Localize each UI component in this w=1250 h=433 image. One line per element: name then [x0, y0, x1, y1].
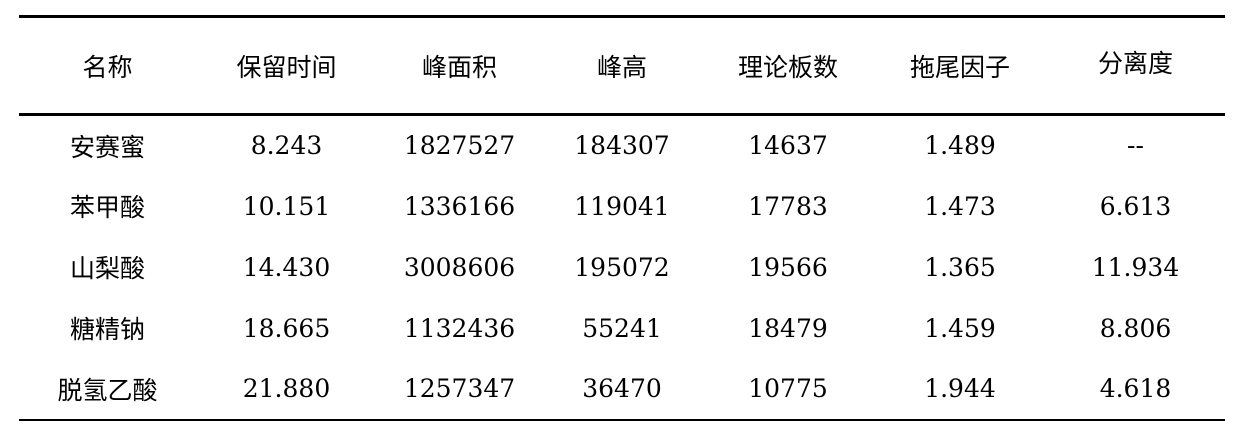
- header-tailing-factor: 拖尾因子: [874, 15, 1046, 116]
- cell-retention-time: 10.151: [242, 191, 331, 221]
- cell-tailing-factor: 1.489: [924, 131, 996, 161]
- cell-peak-area: 1257347: [377, 358, 542, 421]
- cell-peak-height: 195072: [574, 252, 670, 282]
- header-peak-area: 峰面积: [377, 15, 542, 116]
- table-row: 苯甲酸 10.151 1336166 119041 17783 1.473 6.…: [19, 176, 1225, 237]
- table-body: 安赛蜜 8.243 1827527 184307 14637 1.489 -- …: [19, 115, 1225, 421]
- table-row: 安赛蜜 8.243 1827527 184307 14637 1.489 --: [19, 115, 1225, 176]
- cell-theoretical-plates: 17783: [748, 191, 828, 221]
- table-row: 山梨酸 14.430 3008606 195072 19566 1.365 11…: [19, 237, 1225, 298]
- cell-resolution: 6.613: [1099, 191, 1172, 221]
- chromatography-results-table: 名称 保留时间 峰面积 峰高 理论板数 拖尾因子 分离度 安赛蜜 8.243 1…: [19, 11, 1225, 421]
- cell-peak-height: 184307: [574, 131, 670, 161]
- cell-name: 苯甲酸: [69, 193, 145, 222]
- header-row: 名称 保留时间 峰面积 峰高 理论板数 拖尾因子 分离度: [19, 11, 1225, 116]
- cell-peak-height: 36470: [542, 358, 702, 421]
- cell-retention-time: 21.880: [196, 358, 377, 421]
- cell-resolution: --: [1127, 131, 1144, 161]
- cell-peak-area: 3008606: [403, 252, 516, 282]
- header-name: 名称: [19, 15, 196, 116]
- cell-peak-area: 1827527: [403, 131, 516, 161]
- cell-name: 山梨酸: [69, 254, 145, 283]
- cell-retention-time: 18.665: [242, 313, 331, 343]
- table-row: 脱氢乙酸 21.880 1257347 36470 10775 1.944 4.…: [19, 358, 1225, 421]
- cell-retention-time: 8.243: [250, 131, 323, 161]
- header-retention-time: 保留时间: [196, 15, 377, 116]
- cell-tailing-factor: 1.473: [924, 191, 996, 221]
- cell-name: 脱氢乙酸: [19, 358, 196, 421]
- cell-theoretical-plates: 18479: [748, 313, 828, 343]
- cell-tailing-factor: 1.459: [924, 313, 996, 343]
- table-row: 糖精钠 18.665 1132436 55241 18479 1.459 8.8…: [19, 298, 1225, 359]
- data-table-container: 名称 保留时间 峰面积 峰高 理论板数 拖尾因子 分离度 安赛蜜 8.243 1…: [19, 11, 1225, 421]
- cell-theoretical-plates: 19566: [748, 252, 828, 282]
- header-resolution: 分离度: [1046, 11, 1225, 112]
- cell-resolution: 8.806: [1099, 313, 1172, 343]
- cell-peak-area: 1132436: [403, 313, 516, 343]
- cell-tailing-factor: 1.365: [924, 252, 996, 282]
- cell-resolution: 11.934: [1091, 252, 1180, 282]
- cell-peak-area: 1336166: [403, 191, 516, 221]
- cell-peak-height: 55241: [582, 313, 662, 343]
- cell-peak-height: 119041: [574, 191, 670, 221]
- cell-theoretical-plates: 14637: [748, 131, 828, 161]
- cell-name: 安赛蜜: [69, 132, 145, 162]
- header-peak-height: 峰高: [542, 15, 702, 116]
- cell-retention-time: 14.430: [242, 252, 331, 282]
- cell-resolution: 4.618: [1046, 358, 1225, 421]
- header-theoretical-plates: 理论板数: [702, 15, 874, 116]
- cell-theoretical-plates: 10775: [702, 358, 874, 421]
- cell-tailing-factor: 1.944: [874, 358, 1046, 421]
- table-header: 名称 保留时间 峰面积 峰高 理论板数 拖尾因子 分离度: [19, 11, 1225, 116]
- cell-name: 糖精钠: [69, 315, 145, 344]
